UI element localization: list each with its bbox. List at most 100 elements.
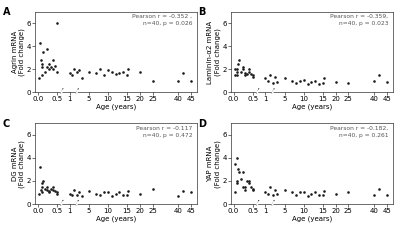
Point <box>46 190 52 193</box>
Y-axis label: Laminin-α2 mRNA
(Fold change): Laminin-α2 mRNA (Fold change) <box>208 20 221 84</box>
Y-axis label: YAP mRNA
(Fold change): YAP mRNA (Fold change) <box>208 140 221 188</box>
Point <box>332 192 339 196</box>
Point <box>66 71 73 75</box>
Point <box>242 73 248 77</box>
Point <box>74 193 80 197</box>
Point <box>54 22 60 25</box>
Point <box>46 191 52 194</box>
Point <box>52 190 58 193</box>
Point <box>312 79 318 83</box>
Point <box>188 79 194 83</box>
Point <box>232 73 238 77</box>
Point <box>321 77 327 80</box>
Point <box>246 70 252 74</box>
Point <box>265 79 271 83</box>
Point <box>289 79 296 83</box>
Point <box>250 187 256 191</box>
Point <box>240 67 246 71</box>
Point <box>240 65 246 69</box>
Point <box>233 70 240 74</box>
Point <box>250 76 256 79</box>
Point <box>38 65 45 69</box>
Point <box>242 188 248 192</box>
Point <box>97 67 104 71</box>
Point <box>175 194 181 198</box>
Point <box>97 193 104 197</box>
Point <box>238 70 244 74</box>
Point <box>136 192 143 196</box>
Point <box>246 181 252 185</box>
Point <box>289 191 296 194</box>
Point <box>36 77 42 80</box>
Point <box>48 65 54 69</box>
Point <box>101 191 107 194</box>
Point <box>180 71 186 75</box>
Point <box>293 193 299 197</box>
Point <box>105 191 111 194</box>
Point <box>38 191 45 194</box>
Point <box>120 70 126 74</box>
Point <box>236 58 242 62</box>
Point <box>39 62 46 65</box>
Point <box>54 191 60 194</box>
Point <box>281 77 288 80</box>
Point <box>297 79 303 83</box>
Point <box>234 181 240 185</box>
Point <box>242 185 248 188</box>
Point <box>46 62 52 65</box>
Text: A: A <box>3 7 10 17</box>
Point <box>71 67 78 71</box>
Point <box>238 177 244 180</box>
Text: Pearson r = -0.359,
n=40, p = 0.023: Pearson r = -0.359, n=40, p = 0.023 <box>330 14 388 26</box>
Point <box>232 191 238 194</box>
Point <box>320 193 326 197</box>
Point <box>120 193 126 197</box>
Point <box>188 191 194 194</box>
Point <box>36 41 43 45</box>
Point <box>42 70 48 74</box>
Text: B: B <box>198 7 206 17</box>
Y-axis label: Agrin mRNA
(Fold change): Agrin mRNA (Fold change) <box>12 28 25 76</box>
Point <box>236 170 242 174</box>
Point <box>262 191 269 194</box>
Point <box>300 191 307 194</box>
Point <box>384 193 390 197</box>
Point <box>36 192 42 196</box>
Point <box>345 191 352 194</box>
Point <box>376 187 382 191</box>
Point <box>300 78 307 82</box>
Point <box>180 190 186 193</box>
Text: C: C <box>3 119 10 129</box>
Point <box>371 193 377 197</box>
Point <box>54 70 60 74</box>
Point <box>108 70 115 74</box>
Point <box>332 80 339 84</box>
Point <box>46 67 52 71</box>
Point <box>265 192 271 196</box>
X-axis label: Age (years): Age (years) <box>96 215 136 222</box>
X-axis label: Age (years): Age (years) <box>292 104 332 110</box>
Point <box>112 192 119 196</box>
Point <box>149 79 156 83</box>
Point <box>54 192 60 196</box>
Point <box>93 71 100 75</box>
Point <box>38 73 45 77</box>
Point <box>308 80 314 84</box>
Point <box>44 188 50 192</box>
Point <box>371 79 377 83</box>
Point <box>234 67 240 71</box>
Point <box>246 179 252 183</box>
Point <box>244 72 250 76</box>
Point <box>293 81 299 85</box>
Point <box>78 77 85 80</box>
Point <box>312 191 318 194</box>
Point <box>250 73 256 77</box>
Point <box>124 73 130 77</box>
Point <box>93 192 100 196</box>
Point <box>44 65 50 69</box>
Point <box>50 185 56 188</box>
Point <box>36 165 43 169</box>
Point <box>232 162 239 166</box>
X-axis label: Age (years): Age (years) <box>96 104 136 110</box>
Point <box>270 193 276 197</box>
